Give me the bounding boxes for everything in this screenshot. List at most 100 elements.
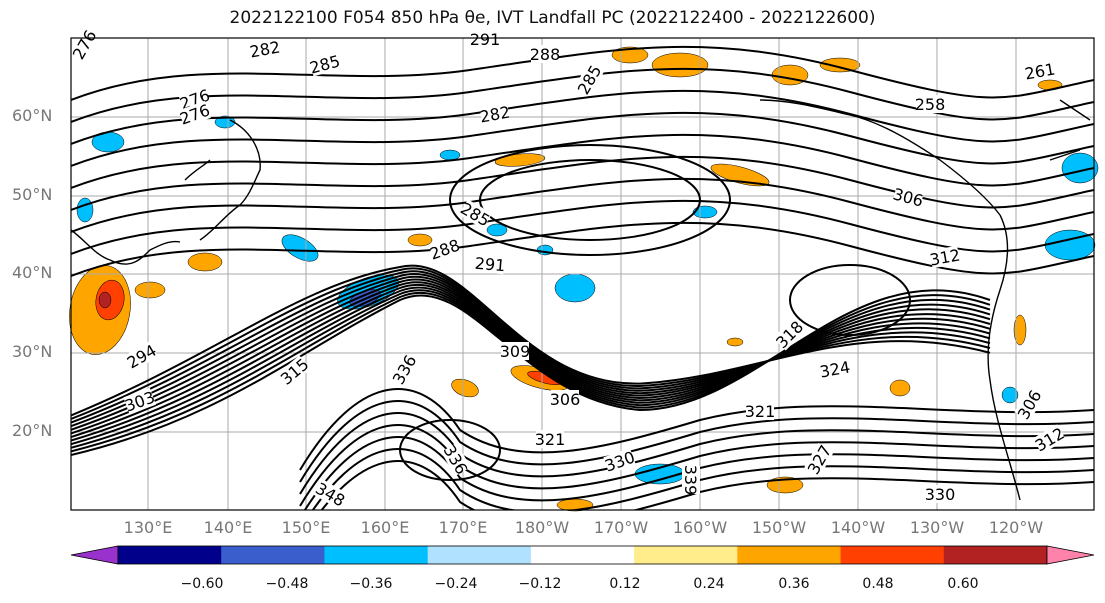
colorbar-segment [324,546,429,564]
contour-line [299,400,1094,483]
colorbar-segment [221,546,325,564]
contour-line [71,264,991,417]
ivt-shading-patch [1013,314,1027,346]
contour-label: 321 [745,402,776,421]
contour-label: 288 [530,45,561,64]
ivt-shading-patch [554,273,596,303]
contour-label: 306 [1014,387,1046,423]
contour-line [399,419,501,481]
lon-label-140e: 140°E [203,518,253,537]
ivt-shading-patch [407,233,433,247]
contour-line [71,283,991,442]
ivt-shading-patch [494,153,546,167]
contour-label-bg [69,27,99,62]
contour-line [71,155,1094,211]
contour-label: 285 [574,62,606,98]
contour-label: 339 [681,465,700,496]
contour-label: 312 [928,245,961,269]
colorbar-tick-label: −0.36 [349,576,393,592]
contour-label-bg [479,102,511,126]
contour-label-bg [458,199,493,229]
contour-label: 282 [248,37,281,61]
lat-label-40n: 40°N [12,263,53,282]
contour-label-bg [123,387,156,415]
lat-label-60n: 60°N [12,106,53,125]
contour-label: 285 [308,51,342,77]
contour-label: 324 [818,357,851,381]
contour-label: 258 [915,95,946,114]
contour-line [71,89,1094,145]
contour-label: 294 [124,341,160,373]
contour-label-bg [536,430,564,448]
contour-label: 321 [535,430,566,449]
colorbar-tick-label: 0.24 [693,576,725,592]
contour-label-bg [428,235,461,263]
contour-label-bg [892,184,925,210]
colorbar-tick-label: 0.36 [778,576,810,592]
contour-label-bg [819,357,851,381]
contour-label-bg [313,479,348,509]
colorbar-extend-low [70,545,119,565]
lon-label-120w: 120°W [988,518,1044,537]
contour-line [299,424,1094,507]
contour-label: 330 [925,485,956,504]
contour-line [71,286,991,446]
ivt-shading-patch [889,379,911,397]
contour-label-bg [531,45,559,63]
lon-label-160w: 160°W [672,518,728,537]
contour-label-bg [124,341,159,371]
lon-label-170w: 170°W [593,518,649,537]
contour-label-bg [926,485,954,503]
lat-label-50n: 50°N [12,185,53,204]
ivt-shading-patch [692,205,718,219]
figure-title: 2022122100 F054 850 hPa θe, IVT Landfall… [229,8,876,28]
colorbar-tick-label: −0.48 [265,576,309,592]
ivt-shading-patch [451,378,479,398]
contour-label: 336 [389,352,421,388]
contour-line [311,448,1094,510]
contour-line [299,388,1094,471]
contour-label: 330 [602,447,637,475]
coastline-segment [199,119,261,241]
lon-label-170e: 170°E [438,518,488,537]
colorbar-segment [737,546,842,564]
colorbar-tick-label: −0.24 [434,576,478,592]
ivt-shading-patch [1061,152,1099,184]
ivt-shading-patch [819,57,861,73]
contour-label-bg [603,447,636,475]
contour-line [320,460,1094,510]
lon-label-180w: 180°W [514,518,570,537]
contour-label-bg [682,466,700,494]
contour-line [71,221,1094,277]
contour-line [71,45,1094,101]
lon-label-150w: 150°W [751,518,807,537]
colorbar-segment [427,546,532,564]
contour-line [449,144,731,256]
contour-line [479,159,701,241]
colorbar-tick-label: 0.60 [947,576,979,592]
contour-line [71,177,1094,233]
contour-label-bg [441,442,471,477]
ivt-shading-patch [98,291,112,309]
contour-label-bg [1032,424,1067,454]
colorbar-tick-label: 0.12 [609,576,641,592]
contour-label-bg [804,442,834,477]
contour-label-bg [471,30,499,48]
colorbar-tick-label: 0.48 [862,576,894,592]
contour-label-bg [773,318,806,351]
colorbar-segment [118,546,222,564]
lon-label-130e: 130°E [123,518,173,537]
coastline-segment [1049,99,1091,161]
colorbar-segment [634,546,738,564]
contour-line [71,278,991,435]
contour-line [71,67,1094,123]
ivt-shading-patch [651,52,709,78]
contour-label: 282 [478,102,511,126]
lon-label-140w: 140°W [830,518,886,537]
ivt-shading-patch [281,234,319,262]
ivt-shading-patch [1001,386,1019,404]
map-frame [70,37,1095,511]
colorbar-segment [530,546,635,564]
contour-line [71,275,991,431]
